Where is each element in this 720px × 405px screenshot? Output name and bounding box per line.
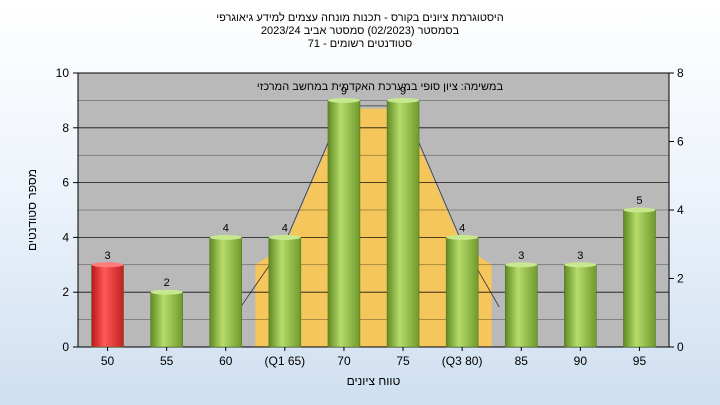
- bar: [268, 237, 302, 348]
- bar-value-label: 5: [636, 195, 642, 207]
- chart-title-line-2: בסמסטר (02/2023) סמסטר אביב 2023/24: [260, 25, 460, 37]
- chart-annotation: במשימה: ציון סופי במערכת האקדמית במחשב ה…: [257, 81, 504, 93]
- bar: [386, 100, 420, 348]
- bar: [209, 237, 242, 348]
- x-tick-label: 70: [337, 354, 351, 368]
- bar: [623, 209, 656, 348]
- y-tick-label: 8: [62, 121, 69, 135]
- x-tick-label: (Q1 65): [265, 354, 306, 368]
- bar-cap: [505, 262, 538, 268]
- x-tick-label: 75: [396, 354, 410, 368]
- bar-cap: [446, 234, 479, 240]
- x-tick-label: 95: [633, 354, 647, 368]
- bar-value-label: 4: [282, 222, 288, 234]
- bar-cap: [209, 234, 242, 240]
- quartile-band: [255, 108, 492, 348]
- x-tick-label: 55: [160, 354, 174, 368]
- chart-title-line-1: היסטוגרמת ציונים בקורס - תכנות מונחה עצמ…: [216, 12, 504, 24]
- bar-cap: [564, 262, 597, 268]
- bar-value-label: 3: [518, 250, 524, 262]
- y-axis-title: מספר סטודנטים: [25, 169, 39, 251]
- x-tick-label: 60: [219, 354, 233, 368]
- bar: [91, 264, 124, 348]
- y2-tick-label: 8: [677, 66, 684, 80]
- chart-title-line-3: סטודנטים רשומים - 71: [307, 38, 413, 50]
- x-tick-label: (Q3 80): [442, 354, 483, 368]
- x-tick-label: 90: [574, 354, 588, 368]
- y2-tick-label: 4: [677, 203, 684, 217]
- y-tick-label: 2: [62, 285, 69, 299]
- bar-cap: [623, 207, 656, 213]
- y-tick-label: 0: [62, 340, 69, 354]
- bar: [150, 291, 183, 348]
- bar-cap: [268, 234, 301, 240]
- x-axis-title: טווח ציונים: [347, 374, 401, 388]
- bar-value-label: 2: [164, 277, 170, 289]
- y-tick-label: 4: [62, 230, 69, 244]
- y2-tick-label: 2: [677, 272, 684, 286]
- bar-cap: [91, 262, 124, 268]
- y2-tick-label: 6: [677, 135, 684, 149]
- bar: [445, 237, 479, 348]
- bar-cap: [150, 289, 183, 295]
- bar-cap: [327, 97, 360, 103]
- bar-value-label: 9: [400, 85, 406, 97]
- bar: [564, 264, 597, 348]
- y-tick-label: 6: [62, 176, 69, 190]
- y-tick-label: 10: [56, 66, 70, 80]
- bar: [327, 100, 361, 348]
- bar-cap: [387, 97, 420, 103]
- bar-value-label: 4: [223, 222, 229, 234]
- bar-value-label: 4: [459, 222, 465, 234]
- x-tick-label: 50: [101, 354, 115, 368]
- bar-value-label: 3: [104, 250, 110, 262]
- bar-value-label: 9: [341, 85, 347, 97]
- y2-tick-label: 0: [677, 340, 684, 354]
- bar-value-label: 3: [577, 250, 583, 262]
- x-tick-label: 85: [515, 354, 529, 368]
- bar: [505, 264, 538, 348]
